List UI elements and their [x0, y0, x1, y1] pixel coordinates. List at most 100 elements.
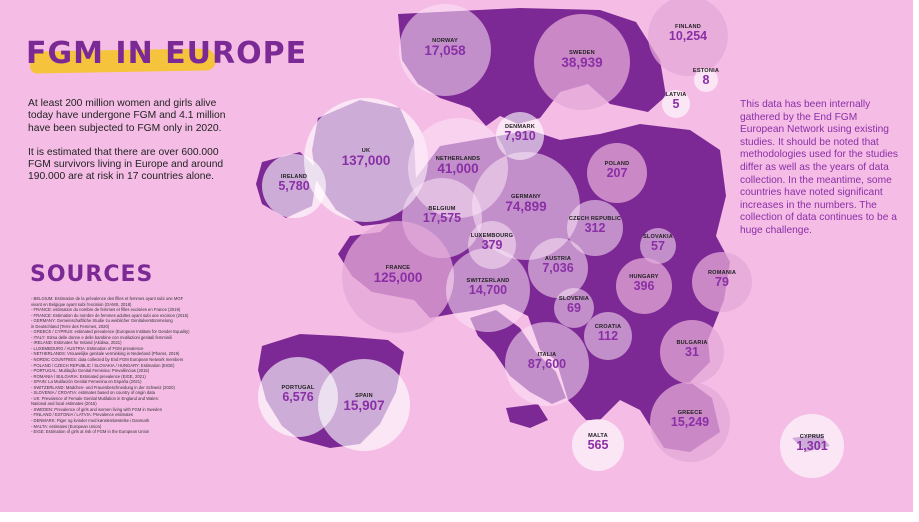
- survivor-count: 17,575: [422, 211, 462, 225]
- survivor-count: 137,000: [341, 153, 391, 168]
- bubble-switzerland: [446, 248, 530, 332]
- bubble-croatia: [584, 312, 632, 360]
- bubble-poland: [587, 143, 647, 203]
- survivor-count: 5,780: [278, 179, 310, 193]
- country-name: DENMARK: [505, 124, 535, 130]
- survivor-count: 379: [481, 238, 503, 252]
- country-label-estonia: ESTONIA 8: [693, 68, 719, 87]
- survivor-count: 31: [685, 345, 699, 359]
- country-label-slovakia: SLOVAKIA 57: [643, 234, 673, 253]
- country-name: CROATIA: [594, 324, 622, 330]
- country-name: GERMANY: [510, 194, 541, 200]
- title-block: FGM IN EUROPE: [26, 36, 306, 80]
- source-item: - SPAIN: La Mutilación Genital Femenina …: [31, 379, 142, 385]
- country-label-finland: FINLAND 10,254: [669, 24, 707, 43]
- country-label-uk: UK 137,000: [342, 148, 391, 167]
- source-item: - GERMANY: Gemeinschaftliche Studie zu w…: [31, 318, 173, 324]
- country-name: ROMANIA: [707, 270, 737, 276]
- source-item: - FINLAND / ESTONIA / LATVIA: Prevalence…: [31, 412, 134, 418]
- survivor-count: 79: [715, 275, 729, 289]
- country-label-poland: POLAND 207: [605, 161, 630, 180]
- country-label-greece: GREECE 15,249: [671, 410, 709, 429]
- country-name: UK: [361, 148, 371, 154]
- country-name: SWEDEN: [569, 50, 595, 56]
- country-name: SWITZERLAND: [466, 278, 510, 284]
- source-item: National and local estimates (2015): [31, 401, 97, 407]
- country-name: SPAIN: [355, 393, 373, 399]
- source-item: vivant en Belgique ayant subi l'excision…: [31, 301, 132, 307]
- country-name: FRANCE: [385, 265, 411, 271]
- country-name: SLOVENIA: [558, 296, 590, 302]
- bubble-italia: [505, 322, 589, 406]
- survivor-count: 74,899: [505, 199, 547, 214]
- source-item: - LUXEMBOURG / AUSTRIA: Estimation of FG…: [31, 345, 144, 351]
- survivor-count: 6,576: [282, 390, 314, 404]
- survivor-count: 8: [702, 73, 710, 87]
- bubble-france: [342, 221, 454, 333]
- country-name: NETHERLANDS: [435, 156, 481, 162]
- bubble-norway: [399, 4, 491, 96]
- source-item: - FRANCE: Estimation du nombre de femmes…: [31, 312, 189, 318]
- source-item: - DENMARK: Piger og kvinder med kønsleml…: [31, 418, 150, 424]
- survivor-count: 7,036: [542, 261, 574, 275]
- country-name: ITALIA: [537, 352, 557, 358]
- country-label-malta: MALTA 565: [588, 433, 609, 452]
- sources-heading: SOURCES: [30, 262, 154, 287]
- country-name: MALTA: [588, 433, 608, 439]
- country-label-croatia: CROATIA 112: [595, 324, 621, 343]
- survivor-count: 112: [597, 329, 619, 343]
- country-label-cyprus: CYPRUS 1,301: [796, 434, 827, 453]
- source-item: - BELGIUM: Estimation de la prévalence d…: [31, 296, 184, 301]
- bubble-greece: [650, 382, 730, 462]
- country-label-spain: SPAIN 15,907: [343, 393, 384, 412]
- source-item: - IRELAND: Estimates for Ireland (Akidwa…: [31, 340, 122, 346]
- source-item: - SWITZERLAND: Mädchen- und Frauenbeschn…: [31, 384, 175, 390]
- survivor-count: 396: [633, 279, 655, 293]
- survivor-count: 41,000: [437, 161, 479, 176]
- survivor-bubbles: [258, 0, 844, 478]
- country-name: ESTONIA: [692, 68, 720, 74]
- survivor-count: 5: [672, 97, 680, 111]
- country-label-slovenia: SLOVENIA 69: [559, 296, 589, 315]
- country-label-belgium: BELGIUM 17,575: [423, 206, 461, 225]
- source-item: - NETHERLANDS: Vrouwelijke genitale verm…: [31, 351, 180, 357]
- country-label-switzerland: SWITZERLAND 14,700: [467, 278, 510, 297]
- bubble-austria: [528, 238, 588, 298]
- country-label-romania: ROMANIA 79: [708, 270, 736, 289]
- bubble-denmark: [496, 112, 544, 160]
- survivor-count: 10,254: [668, 29, 708, 43]
- source-item: - EIGE: Estimation of girls at risk of F…: [31, 429, 150, 435]
- bubble-slovakia: [640, 228, 676, 264]
- source-item: - ROMANIA / BULGARIA: Estimated prevalen…: [31, 373, 146, 379]
- country-name: BULGARIA: [676, 340, 708, 346]
- country-label-austria: AUSTRIA 7,036: [542, 256, 573, 275]
- survivor-count: 69: [567, 301, 581, 315]
- country-name: AUSTRIA: [544, 256, 572, 262]
- country-label-hungary: HUNGARY 396: [629, 274, 658, 293]
- survivor-count: 38,939: [561, 55, 603, 70]
- intro-paragraph: At least 200 million women and girls ali…: [28, 98, 226, 134]
- country-label-norway: NORWAY 17,058: [424, 38, 465, 57]
- bubble-malta: [572, 419, 624, 471]
- source-item: - UK: Prevalence of Female Genital Mutil…: [31, 395, 159, 401]
- survivor-count: 57: [651, 239, 665, 253]
- country-label-bulgaria: BULGARIA 31: [676, 340, 707, 359]
- bubble-czech-republic: [567, 200, 623, 256]
- source-item: - SWEDEN: Prevalence of girls and women …: [31, 406, 163, 412]
- country-label-france: FRANCE 125,000: [374, 265, 423, 284]
- survivor-count: 7,910: [504, 129, 536, 143]
- source-item: - ITALY: Stima delle donne e delle bambi…: [31, 334, 172, 340]
- source-item: - POLAND / CZECH REPUBLIC / SLOVAKIA / H…: [31, 362, 175, 368]
- country-label-netherlands: NETHERLANDS 41,000: [436, 156, 480, 175]
- bubble-portugal: [258, 357, 338, 437]
- survivor-count: 312: [584, 221, 606, 235]
- land-sicily: [506, 404, 548, 428]
- country-label-latvia: LATVIA 5: [666, 92, 687, 111]
- survivor-count: 15,249: [670, 415, 710, 429]
- sources-list: - BELGIUM: Estimation de la prévalence d…: [31, 296, 236, 435]
- country-name: NORWAY: [432, 38, 458, 44]
- bubble-ireland: [262, 154, 326, 218]
- country-name: FINLAND: [675, 24, 701, 30]
- country-name: SLOVAKIA: [642, 234, 674, 240]
- country-name: IRELAND: [280, 174, 308, 180]
